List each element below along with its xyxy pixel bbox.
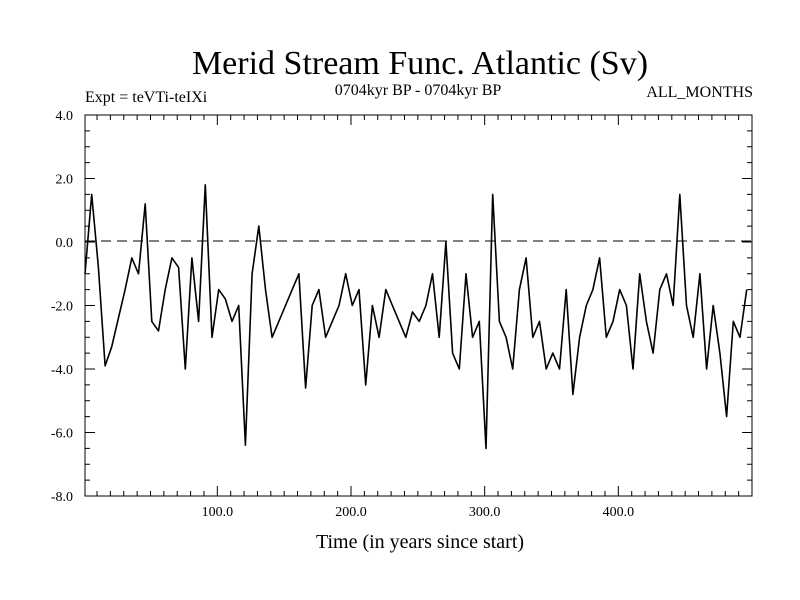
months-label: ALL_MONTHS (646, 84, 753, 101)
axis-tick-labels: 100.0 200.0 300.0 400.0 -8.0 -6.0 -4.0 -2.0 0.0 2… (51, 109, 634, 520)
axis-ticks (85, 114, 752, 497)
y-tick-label: 2.0 (56, 173, 74, 188)
y-tick-label: -8.0 (51, 490, 73, 505)
plot-frame (84, 114, 753, 497)
period-label: 0704kyr BP - 0704kyr BP (335, 82, 502, 99)
y-tick-label: 0.0 (56, 236, 74, 251)
x-tick-label: 400.0 (603, 505, 635, 520)
x-tick-label: 300.0 (469, 505, 501, 520)
x-tick-label: 200.0 (335, 505, 367, 520)
y-tick-label: 4.0 (56, 109, 74, 124)
experiment-label: Expt = teVTi-teIXi (85, 89, 208, 106)
y-tick-label: -6.0 (51, 427, 73, 442)
x-tick-label: 100.0 (202, 505, 234, 520)
y-tick-label: -4.0 (51, 363, 73, 378)
x-axis-label: Time (in years since start) (316, 531, 524, 553)
y-tick-label: -2.0 (51, 300, 73, 315)
series-line (84, 184, 748, 450)
chart-title: Merid Stream Func. Atlantic (Sv) (192, 45, 648, 82)
